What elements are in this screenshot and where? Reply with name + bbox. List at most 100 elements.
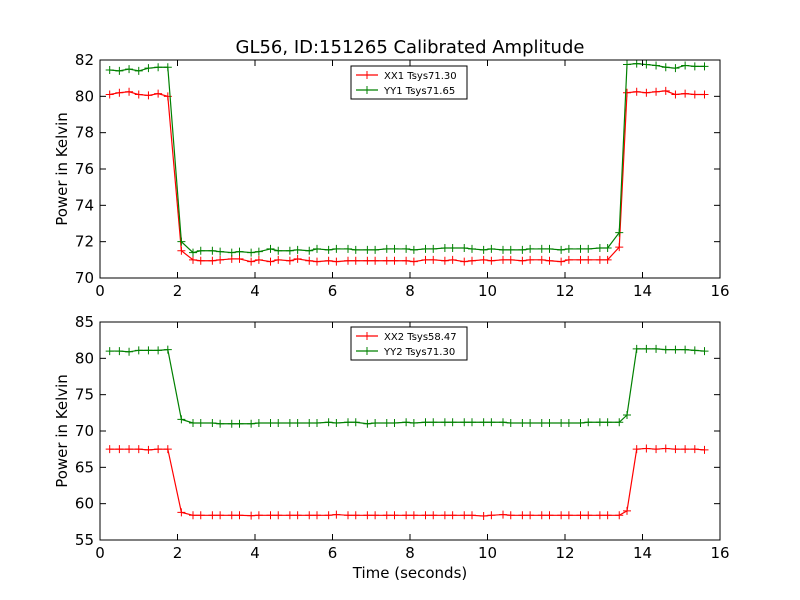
- data-point-marker: [545, 419, 554, 428]
- data-point-marker: [499, 418, 507, 427]
- x-tick-label: 6: [328, 544, 338, 562]
- y-tick-label: 55: [75, 531, 94, 549]
- data-point-marker: [409, 511, 418, 520]
- legend-swatch-marker: [363, 86, 371, 94]
- data-point-marker: [363, 256, 372, 265]
- y-tick-label: 80: [75, 349, 94, 367]
- data-point-marker: [526, 419, 535, 428]
- data-point-marker: [344, 256, 352, 265]
- data-point-marker: [440, 511, 449, 520]
- data-point-marker: [254, 255, 263, 264]
- data-point-marker: [196, 511, 205, 520]
- data-point-marker: [603, 418, 612, 427]
- data-point-marker: [163, 63, 172, 72]
- data-point-marker: [371, 256, 380, 265]
- data-point-marker: [700, 62, 709, 71]
- data-point-marker: [344, 511, 352, 520]
- data-point-marker: [216, 511, 225, 520]
- y-tick-label: 74: [75, 196, 94, 214]
- data-point-marker: [409, 257, 418, 266]
- data-point-marker: [105, 90, 114, 99]
- legend-entry-label: XX1 Tsys71.30: [384, 71, 457, 82]
- data-point-marker: [402, 256, 411, 265]
- data-point-marker: [305, 246, 314, 255]
- data-point-marker: [661, 86, 670, 95]
- data-point-marker: [227, 248, 236, 257]
- x-tick-label: 0: [95, 282, 105, 300]
- data-point-marker: [421, 255, 430, 264]
- data-point-marker: [254, 419, 263, 428]
- data-point-marker: [332, 510, 341, 519]
- data-point-marker: [584, 418, 593, 427]
- data-point-marker: [623, 60, 631, 69]
- data-point-marker: [285, 419, 294, 428]
- data-point-marker: [557, 511, 566, 520]
- data-point-marker: [409, 245, 418, 254]
- data-point-marker: [177, 508, 186, 517]
- legend-entry-label: XX2 Tsys58.47: [384, 332, 457, 343]
- data-point-marker: [351, 256, 360, 265]
- data-point-marker: [487, 244, 496, 253]
- data-point-marker: [671, 445, 680, 454]
- x-tick-label: 14: [633, 544, 652, 562]
- ylabel-top: Power in Kelvin: [53, 112, 71, 226]
- x-tick-label: 6: [328, 282, 338, 300]
- x-tick-label: 16: [710, 544, 729, 562]
- data-point-marker: [479, 418, 488, 427]
- data-point-marker: [479, 245, 488, 254]
- data-point-marker: [313, 244, 321, 253]
- data-point-marker: [652, 344, 661, 353]
- data-point-marker: [615, 511, 624, 520]
- data-point-marker: [125, 445, 134, 454]
- data-point-marker: [313, 419, 321, 428]
- data-point-marker: [448, 255, 457, 264]
- data-point-marker: [324, 418, 333, 427]
- x-tick-label: 10: [478, 282, 497, 300]
- data-point-marker: [421, 244, 430, 253]
- data-point-marker: [351, 245, 360, 254]
- data-point-marker: [344, 244, 352, 253]
- data-point-marker: [661, 444, 670, 453]
- data-point-marker: [526, 511, 535, 520]
- data-point-marker: [448, 418, 457, 427]
- data-point-marker: [595, 255, 604, 264]
- data-point-marker: [681, 345, 690, 354]
- data-point-marker: [652, 445, 661, 454]
- y-tick-label: 72: [75, 233, 94, 251]
- data-point-marker: [363, 511, 372, 520]
- data-point-marker: [632, 344, 641, 353]
- data-point-marker: [557, 245, 566, 254]
- data-point-marker: [681, 445, 690, 454]
- x-tick-label: 16: [710, 282, 729, 300]
- legend-box: [350, 65, 468, 100]
- data-point-marker: [227, 419, 236, 428]
- data-point-marker: [293, 254, 302, 263]
- data-point-marker: [506, 419, 515, 428]
- panel-bottom: Power in Kelvin Time (seconds) 0 2 4 6 8 10 12…: [53, 313, 730, 582]
- y-tick-label: 60: [75, 495, 94, 513]
- data-point-marker: [421, 511, 430, 520]
- ylabel-bottom: Power in Kelvin: [53, 374, 71, 488]
- data-point-marker: [247, 511, 256, 520]
- data-point-marker: [235, 254, 244, 263]
- data-point-marker: [615, 418, 624, 427]
- x-tick-label: 2: [173, 544, 183, 562]
- data-point-marker: [390, 256, 399, 265]
- y-tick-label: 85: [75, 313, 94, 331]
- data-point-marker: [595, 511, 604, 520]
- data-point-marker: [208, 511, 217, 520]
- data-point-marker: [402, 244, 411, 253]
- data-point-marker: [402, 418, 411, 427]
- data-point-marker: [144, 64, 153, 73]
- data-point-marker: [595, 244, 604, 253]
- data-point-marker: [518, 419, 527, 428]
- x-tick-label: 12: [555, 282, 574, 300]
- data-point-marker: [105, 347, 114, 356]
- y-tick-label: 76: [75, 160, 94, 178]
- data-point-marker: [409, 419, 418, 428]
- data-point-marker: [332, 257, 341, 266]
- data-point-marker: [537, 255, 546, 264]
- data-point-marker: [487, 418, 496, 427]
